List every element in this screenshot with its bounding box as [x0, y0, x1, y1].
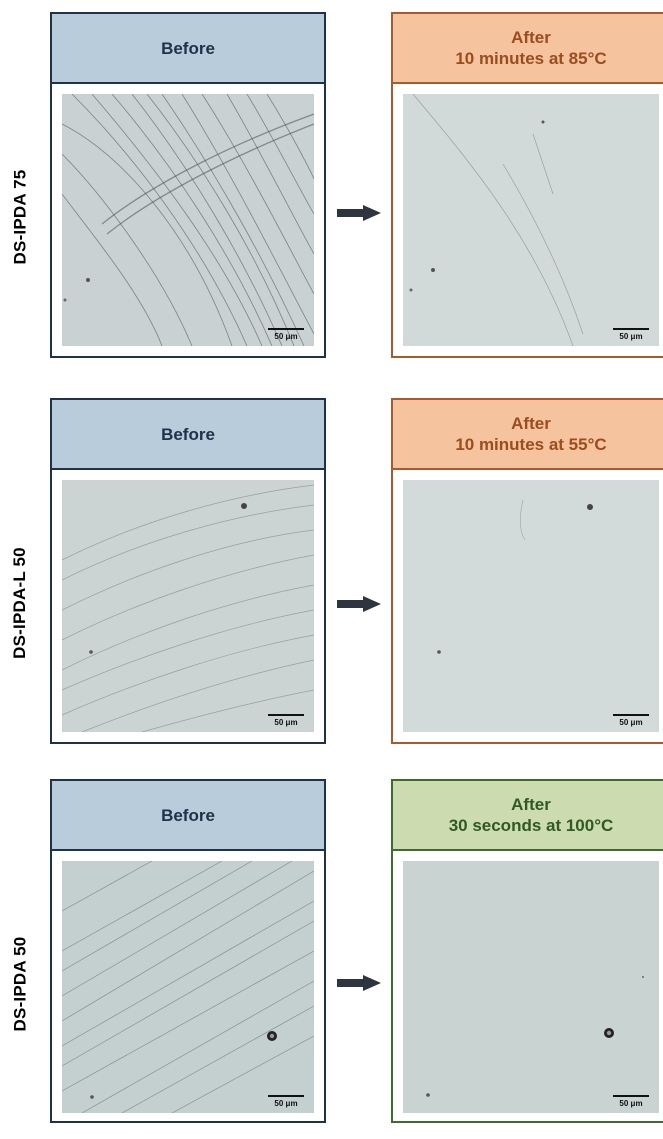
scale-label: 50 μm [619, 718, 643, 727]
arrow-right-icon [337, 205, 381, 221]
after-title-line2: 10 minutes at 85°C [455, 49, 607, 68]
micrograph-after: 50 μm [403, 480, 659, 732]
scale-label: 50 μm [274, 1099, 298, 1108]
comparison-row-2: DS-IPDA-L 50 Before 50 μm [0, 398, 663, 758]
scale-label: 50 μm [274, 332, 298, 341]
sample-label: DS-IPDA 50 [10, 936, 29, 1032]
after-title-line2: 30 seconds at 100°C [448, 816, 614, 835]
before-panel: Before 50 μm [50, 12, 326, 358]
after-header: After 10 minutes at 85°C [393, 14, 663, 84]
after-header: After 10 minutes at 55°C [393, 400, 663, 470]
sample-label: DS-IPDA 75 [10, 169, 29, 265]
scale-bar: 50 μm [613, 1095, 649, 1108]
sample-label-container: DS-IPDA 75 [0, 92, 40, 342]
scale-bar: 50 μm [613, 714, 649, 727]
sample-label-container: DS-IPDA-L 50 [0, 478, 40, 728]
scale-bar: 50 μm [613, 328, 649, 341]
after-panel: After 10 minutes at 85°C 50 μm [391, 12, 663, 358]
comparison-row-1: DS-IPDA 75 Before [0, 12, 663, 372]
scale-label: 50 μm [274, 718, 298, 727]
before-panel: Before 50 μm [50, 398, 326, 744]
before-title: Before [161, 424, 215, 444]
scale-bar: 50 μm [268, 714, 304, 727]
after-title-line2: 10 minutes at 55°C [455, 435, 607, 454]
after-panel: After 10 minutes at 55°C 50 μm [391, 398, 663, 744]
comparison-row-3: DS-IPDA 50 Before 50 μm [0, 779, 663, 1139]
arrow-right-icon [337, 596, 381, 612]
micrograph-before: 50 μm [62, 480, 314, 732]
after-panel: After 30 seconds at 100°C 50 μm [391, 779, 663, 1123]
scale-label: 50 μm [619, 1099, 643, 1108]
after-header: After 30 seconds at 100°C [393, 781, 663, 851]
micrograph-before: 50 μm [62, 94, 314, 346]
scale-bar: 50 μm [268, 1095, 304, 1108]
micrograph-image [403, 94, 659, 346]
sample-label-container: DS-IPDA 50 [0, 859, 40, 1109]
sample-label: DS-IPDA-L 50 [10, 547, 30, 659]
micrograph-image [62, 861, 314, 1113]
before-title: Before [161, 38, 215, 58]
before-title: Before [161, 805, 215, 825]
before-header: Before [52, 400, 324, 470]
micrograph-image [62, 94, 314, 346]
after-title-line1: After [511, 414, 551, 433]
micrograph-after: 50 μm [403, 94, 659, 346]
micrograph-image [403, 861, 659, 1113]
micrograph-image [403, 480, 659, 732]
micrograph-after: 50 μm [403, 861, 659, 1113]
before-header: Before [52, 14, 324, 84]
before-panel: Before 50 μm [50, 779, 326, 1123]
after-title-line1: After [511, 795, 551, 814]
scale-bar: 50 μm [268, 328, 304, 341]
after-title-line1: After [511, 28, 551, 47]
before-header: Before [52, 781, 324, 851]
scale-label: 50 μm [619, 332, 643, 341]
arrow-right-icon [337, 975, 381, 991]
micrograph-image [62, 480, 314, 732]
micrograph-before: 50 μm [62, 861, 314, 1113]
